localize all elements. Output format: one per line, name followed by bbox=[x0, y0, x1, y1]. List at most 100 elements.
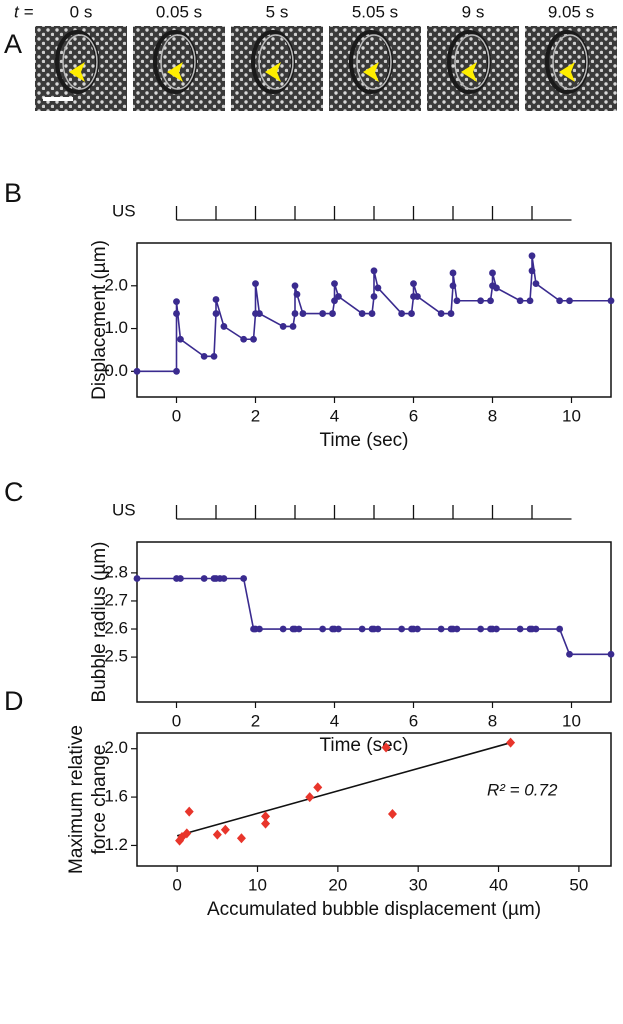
x-tick-label: 0 bbox=[172, 875, 181, 894]
data-point bbox=[453, 625, 461, 633]
data-point bbox=[607, 297, 615, 305]
x-tick-label: 4 bbox=[330, 406, 339, 425]
data-point bbox=[291, 310, 299, 317]
x-axis-label: Accumulated bubble displacement (µm) bbox=[207, 899, 541, 920]
data-point bbox=[319, 310, 327, 317]
t-label: t = bbox=[14, 2, 33, 21]
y-tick-label: 2.6 bbox=[104, 619, 128, 638]
x-tick-label: 8 bbox=[488, 711, 497, 730]
data-point bbox=[173, 367, 180, 375]
data-point bbox=[493, 625, 500, 633]
data-point bbox=[414, 293, 421, 300]
data-point bbox=[319, 625, 327, 633]
x-tick-label: 0 bbox=[172, 711, 181, 730]
y-axis-label: Displacement (µm) bbox=[89, 240, 110, 400]
data-point bbox=[220, 575, 228, 582]
data-point bbox=[437, 310, 445, 317]
data-point bbox=[516, 625, 524, 633]
data-point bbox=[487, 297, 494, 305]
panel-label: A bbox=[4, 29, 22, 59]
cell-highlight bbox=[258, 34, 294, 90]
time-label: 0.05 s bbox=[156, 2, 202, 21]
plot-frame bbox=[136, 242, 612, 398]
data-point bbox=[173, 310, 180, 317]
data-point bbox=[331, 280, 338, 288]
data-point bbox=[408, 310, 415, 317]
data-point bbox=[331, 297, 338, 305]
panel-label: D bbox=[4, 686, 24, 716]
data-point bbox=[240, 575, 248, 582]
data-point bbox=[250, 335, 257, 343]
data-point bbox=[173, 298, 180, 306]
data-point bbox=[370, 267, 378, 275]
data-point bbox=[532, 625, 540, 633]
cell-highlight bbox=[356, 34, 392, 90]
data-point bbox=[566, 297, 573, 305]
data-point bbox=[177, 575, 184, 582]
x-tick-label: 0 bbox=[172, 406, 181, 425]
panel-a: A t = bbox=[4, 2, 33, 59]
time-label: 5 s bbox=[266, 2, 289, 21]
y-axis-label: Bubble radius (µm) bbox=[89, 542, 110, 703]
x-tick-label: 2 bbox=[251, 711, 260, 730]
x-tick-label: 10 bbox=[562, 406, 581, 425]
data-point bbox=[556, 625, 564, 633]
y-tick-label: 2.0 bbox=[104, 275, 128, 294]
data-point bbox=[358, 625, 366, 633]
data-point bbox=[305, 792, 315, 803]
data-point bbox=[177, 335, 184, 343]
data-point bbox=[453, 297, 461, 305]
x-tick-label: 40 bbox=[489, 875, 508, 894]
data-point bbox=[212, 829, 222, 840]
arrowhead bbox=[559, 62, 575, 82]
data-point bbox=[289, 323, 297, 330]
data-point bbox=[236, 833, 246, 844]
us-label: US bbox=[112, 201, 136, 220]
cell-highlight bbox=[160, 34, 196, 90]
arrowhead bbox=[461, 62, 477, 82]
data-point bbox=[182, 828, 192, 839]
annotation: R² = 0.72 bbox=[487, 781, 558, 800]
x-tick-label: 50 bbox=[569, 875, 588, 894]
data-point bbox=[358, 310, 366, 317]
data-point bbox=[566, 650, 573, 658]
y-tick-label: 2.5 bbox=[104, 647, 128, 666]
data-point bbox=[506, 737, 516, 748]
arrowhead bbox=[167, 62, 183, 82]
data-point bbox=[516, 297, 524, 305]
data-point bbox=[493, 284, 500, 292]
data-point bbox=[387, 809, 397, 820]
x-tick-label: 10 bbox=[562, 711, 581, 730]
x-tick-label: 30 bbox=[409, 875, 428, 894]
data-point bbox=[329, 310, 336, 317]
x-tick-label: 6 bbox=[409, 711, 418, 730]
y-tick-label: 1.2 bbox=[104, 835, 128, 854]
data-point bbox=[528, 252, 536, 260]
data-point bbox=[220, 824, 230, 835]
fit-line bbox=[176, 741, 511, 837]
data-point bbox=[293, 290, 301, 298]
data-point bbox=[299, 310, 307, 317]
data-point bbox=[526, 297, 534, 305]
data-point bbox=[398, 310, 406, 317]
chart: C 0 2 4 6 8 10 2.5 2.6 2.7 2.8 Time (sec) Bubble rad… bbox=[4, 477, 615, 756]
data-point bbox=[607, 650, 615, 658]
data-point bbox=[528, 267, 536, 275]
data-point bbox=[477, 297, 485, 305]
panel-label: B bbox=[4, 178, 22, 208]
us-label: US bbox=[112, 500, 136, 519]
data-point bbox=[532, 280, 540, 288]
data-point bbox=[447, 310, 455, 317]
time-label: 5.05 s bbox=[352, 2, 398, 21]
x-tick-label: 2 bbox=[251, 406, 260, 425]
arrowhead bbox=[363, 62, 379, 82]
y-tick-label: 0.0 bbox=[104, 361, 128, 380]
x-tick-label: 4 bbox=[330, 711, 339, 730]
panel-label: C bbox=[4, 477, 24, 507]
data-point bbox=[335, 625, 342, 633]
x-tick-label: 8 bbox=[488, 406, 497, 425]
chart: B 0 2 4 6 8 10 0.0 1.0 2.0 Time (sec) Displacement … bbox=[4, 178, 615, 451]
time-label: 9.05 s bbox=[548, 2, 594, 21]
data-point bbox=[313, 782, 323, 793]
